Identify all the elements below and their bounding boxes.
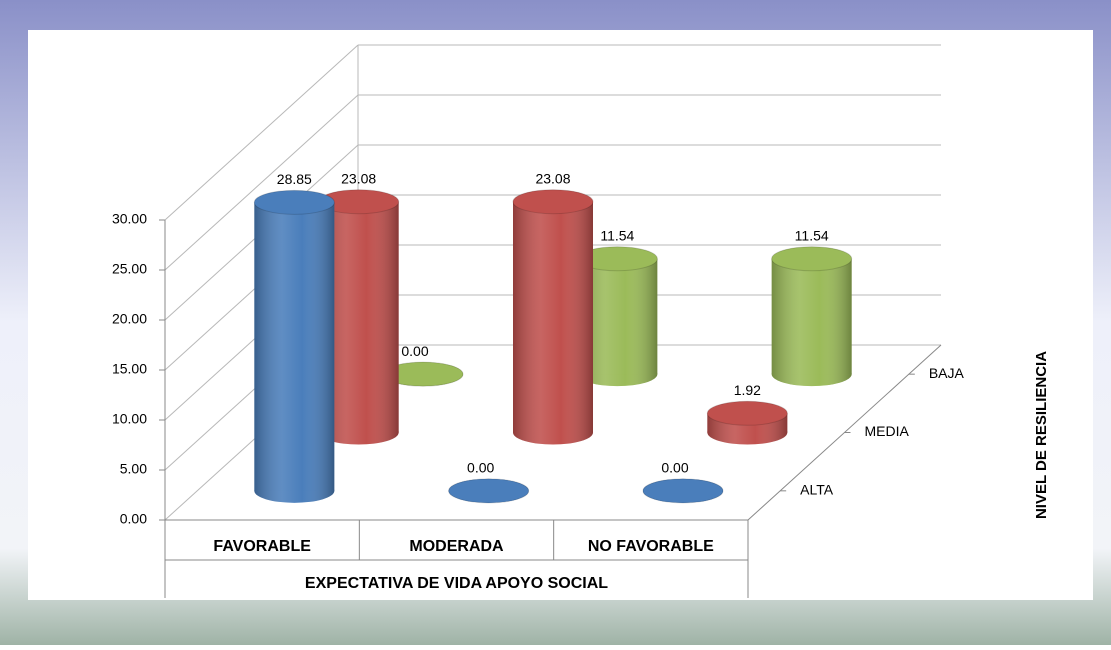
bar-body-shade — [513, 201, 593, 433]
legend-label: BAJA — [929, 365, 965, 381]
bar — [512, 189, 594, 445]
value-label: 0.00 — [467, 460, 494, 476]
value-label: 0.00 — [661, 460, 688, 476]
y-tick-label: 25.00 — [112, 261, 147, 277]
y-tick-label: 10.00 — [112, 411, 147, 427]
bar — [706, 400, 788, 445]
bar — [771, 246, 853, 387]
x-tick-label: MODERADA — [409, 538, 504, 555]
bar-top — [706, 400, 788, 426]
bar — [448, 478, 530, 504]
y-tick-label: 0.00 — [120, 511, 147, 527]
bar-top — [512, 189, 594, 215]
bar-top — [448, 478, 530, 504]
value-label: 23.08 — [535, 170, 570, 186]
value-label: 11.54 — [795, 227, 829, 243]
y-tick-label: 15.00 — [112, 361, 147, 377]
value-label: 23.08 — [341, 170, 376, 186]
x-tick-label: FAVORABLE — [213, 538, 311, 555]
x-axis-title: EXPECTATIVA DE VIDA APOYO SOCIAL — [305, 575, 608, 592]
legend-label: MEDIA — [865, 423, 910, 439]
bar — [382, 361, 464, 387]
y-tick-label: 5.00 — [120, 461, 147, 477]
bar — [642, 478, 724, 504]
value-label: 1.92 — [734, 382, 761, 398]
x-tick-label: NO FAVORABLE — [588, 538, 714, 555]
bar-body-shade — [771, 258, 852, 375]
grid-line — [164, 94, 359, 271]
bar-top — [253, 189, 335, 215]
bar — [253, 189, 335, 503]
y-tick-label: 20.00 — [112, 311, 147, 327]
value-label: 28.85 — [277, 171, 312, 187]
y-tick-label: 30.00 — [112, 211, 147, 227]
z-axis-title: NIVEL DE RESILIENCIA — [1033, 351, 1050, 519]
bar-body-shade — [254, 202, 335, 491]
value-label: 0.00 — [401, 343, 428, 359]
bar-top — [642, 478, 724, 504]
bar-top — [771, 246, 853, 272]
legend-label: ALTA — [800, 482, 834, 498]
value-label: 11.54 — [600, 227, 634, 243]
grid-line — [164, 44, 359, 221]
